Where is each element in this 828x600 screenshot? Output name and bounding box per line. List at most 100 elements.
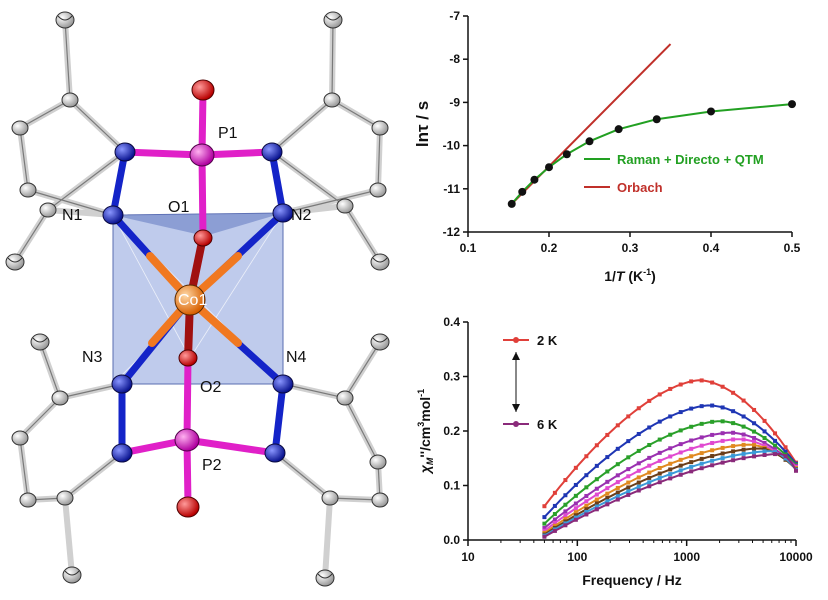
data-point (657, 476, 662, 481)
data-point (507, 199, 516, 208)
data-point (752, 446, 757, 451)
data-point (652, 115, 661, 124)
data-point (741, 447, 746, 452)
data-point (678, 410, 683, 415)
data-point (752, 407, 757, 412)
data-point (573, 506, 578, 511)
data-point (615, 485, 620, 490)
data-point (657, 419, 662, 424)
data-point (773, 452, 778, 457)
data-point (689, 406, 694, 411)
data-point (626, 439, 631, 444)
data-point (545, 163, 553, 172)
data-point (552, 523, 557, 528)
data-point (783, 454, 788, 459)
data-point (741, 424, 746, 429)
data-point (647, 475, 652, 480)
data-point (584, 473, 589, 478)
data-point (699, 421, 704, 426)
data-point (741, 442, 746, 447)
data-point (783, 445, 788, 450)
data-point (584, 503, 589, 508)
data-point (594, 492, 599, 497)
data-point (542, 521, 547, 526)
data-point (741, 437, 746, 442)
data-point (731, 449, 736, 454)
cobalt-atom (174, 284, 206, 316)
data-point (626, 414, 631, 419)
data-point (594, 477, 599, 482)
data-point (605, 499, 610, 504)
data-point (783, 456, 788, 461)
data-point (552, 512, 557, 517)
data-point (518, 187, 527, 196)
data-point (762, 447, 767, 452)
annotation-2k: 2 K (537, 333, 558, 348)
data-point (615, 446, 620, 451)
data-point (752, 439, 757, 444)
data-point (720, 384, 725, 389)
data-point (615, 497, 620, 502)
label-p2: P2 (202, 457, 222, 474)
data-point (542, 534, 547, 539)
plot2-ytick-label: 0.2 (443, 424, 460, 438)
data-point (731, 453, 736, 458)
label-n2: N2 (291, 207, 312, 224)
data-point (678, 457, 683, 462)
data-point (731, 444, 736, 449)
plot1-ytick-label: -9 (449, 95, 460, 109)
legend-label-fit: Raman + Directo + QTM (617, 152, 764, 167)
data-point (668, 467, 673, 472)
data-point (636, 488, 641, 493)
data-point (689, 424, 694, 429)
data-point (615, 490, 620, 495)
chart-ac-susceptibility: 0.0 0.1 0.2 0.3 0.4 10 100 1000 10000 χM''/cm3m… (416, 315, 813, 588)
series-1 (542, 378, 798, 509)
data-point (605, 432, 610, 437)
data-point (773, 431, 778, 436)
data-point (636, 480, 641, 485)
data-point (678, 442, 683, 447)
data-point (584, 512, 589, 517)
data-point (699, 456, 704, 461)
plot2-xtick-label: 100 (567, 550, 587, 564)
data-point (783, 449, 788, 454)
data-point (752, 436, 757, 441)
plot1-xtick-label: 0.3 (622, 241, 639, 255)
data-point (752, 421, 757, 426)
data-point (563, 478, 568, 483)
series-8 (542, 449, 798, 538)
label-co1: Co1 (178, 292, 207, 309)
label-n1: N1 (62, 207, 83, 224)
data-point (657, 480, 662, 485)
data-point (636, 461, 641, 466)
data-point (794, 468, 798, 473)
plot2-xtick-label: 1000 (673, 550, 700, 564)
data-point (678, 450, 683, 455)
data-point (689, 438, 694, 443)
data-point (573, 493, 578, 498)
data-point (720, 445, 725, 450)
series-line (543, 452, 797, 538)
data-point (542, 515, 547, 520)
data-point (594, 497, 599, 502)
data-point (699, 466, 704, 471)
data-point (626, 467, 631, 472)
data-point (689, 469, 694, 474)
series-5 (542, 437, 798, 533)
data-point (752, 429, 757, 434)
crystal-structure: P1 O1 N1 N2 Co1 N3 N4 O2 P2 (5, 11, 390, 587)
data-point (573, 513, 578, 518)
data-point (615, 423, 620, 428)
data-point (699, 378, 704, 383)
data-point (773, 438, 778, 443)
data-point (647, 398, 652, 403)
data-point (605, 486, 610, 491)
data-point (626, 480, 631, 485)
data-point (563, 516, 568, 521)
data-point (647, 442, 652, 447)
data-point (731, 409, 736, 414)
series-raman-fit-line (510, 103, 793, 205)
data-point (689, 454, 694, 459)
data-point (710, 440, 715, 445)
